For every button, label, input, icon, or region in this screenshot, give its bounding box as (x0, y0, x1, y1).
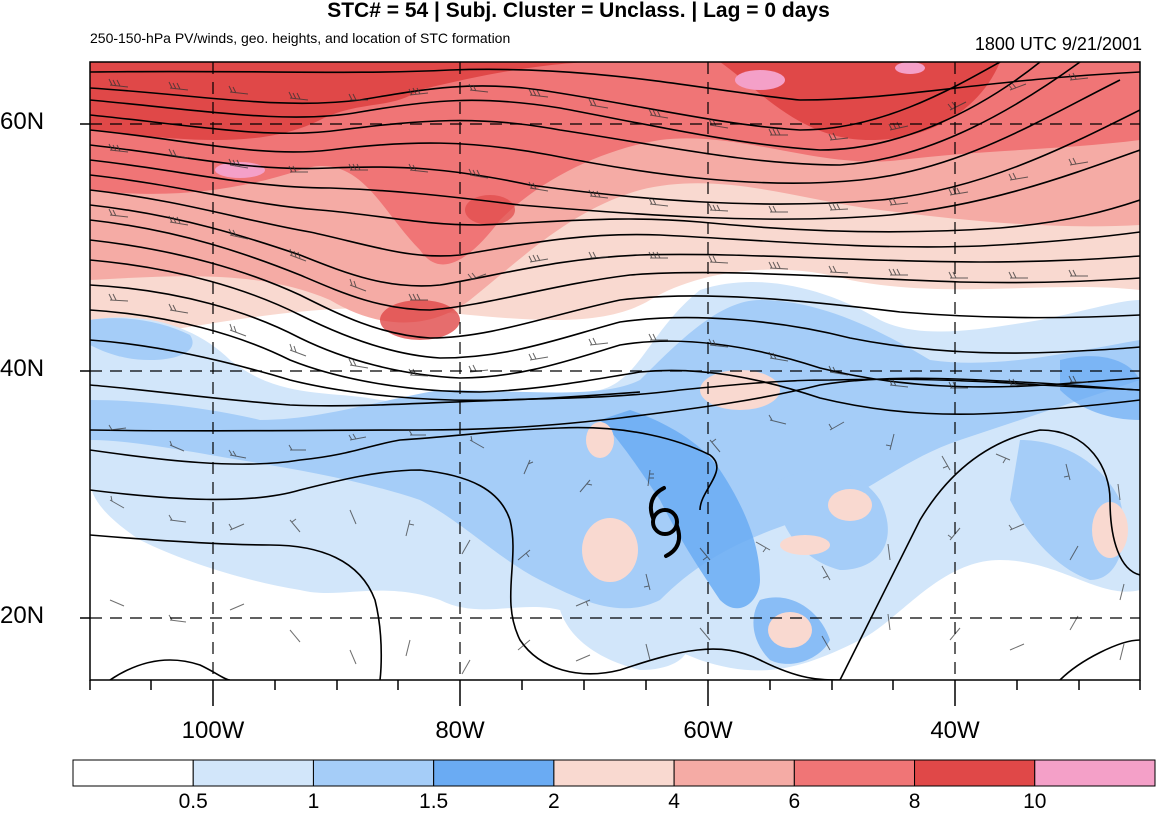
valid-time: 1800 UTC 9/21/2001 (974, 34, 1142, 54)
barb-row-1 (108, 72, 1089, 141)
colorbar-label: 1 (307, 790, 320, 813)
colorbar-swatch (433, 759, 555, 787)
wind-barbs (108, 72, 1125, 675)
colorbar-swatch (312, 759, 435, 787)
graticule (90, 62, 1140, 680)
barb-row-5 (108, 414, 1121, 501)
lat-label-60n: 60N (0, 108, 45, 135)
colorbar-swatch (1034, 759, 1156, 787)
tropical-cyclone-icon (648, 486, 682, 558)
colorbar-swatch (914, 759, 1036, 787)
colorbar-swatch (72, 759, 194, 787)
colorbar-label: 2 (548, 790, 560, 813)
colorbar-swatch (192, 759, 314, 787)
colorbar-label: 1.5 (419, 790, 449, 813)
colorbar-label: 4 (668, 790, 680, 813)
lat-label-20n: 20N (0, 602, 45, 629)
colorbar-label: 0.5 (178, 790, 208, 813)
lon-label-80w: 80W (435, 717, 485, 744)
axis-ticks (80, 123, 1141, 706)
barb-row-3 (108, 208, 1088, 301)
colorbar-label: 8 (908, 790, 921, 813)
lon-label-40w: 40W (930, 717, 980, 744)
lon-label-100w: 100W (181, 717, 245, 744)
colorbar-swatch (553, 759, 675, 787)
lat-label-40n: 40N (0, 355, 45, 382)
colorbar-label: 10 (1023, 790, 1047, 813)
colorbar (72, 759, 1156, 787)
barb-row-7 (109, 599, 1125, 675)
height-contours (90, 62, 1140, 680)
figure-subtitle: 250-150-hPa PV/winds, geo. heights, and … (90, 30, 511, 46)
colorbar-swatch (673, 759, 795, 787)
lon-label-60w: 60W (683, 717, 733, 744)
colorbar-swatch (793, 759, 916, 787)
figure-title: STC# = 54 | Subj. Cluster = Unclass. | L… (327, 0, 830, 22)
barb-row-2 (108, 143, 1089, 213)
barb-row-6 (109, 495, 1125, 607)
pv-shading (90, 62, 1140, 680)
colorbar-label: 6 (788, 790, 801, 813)
